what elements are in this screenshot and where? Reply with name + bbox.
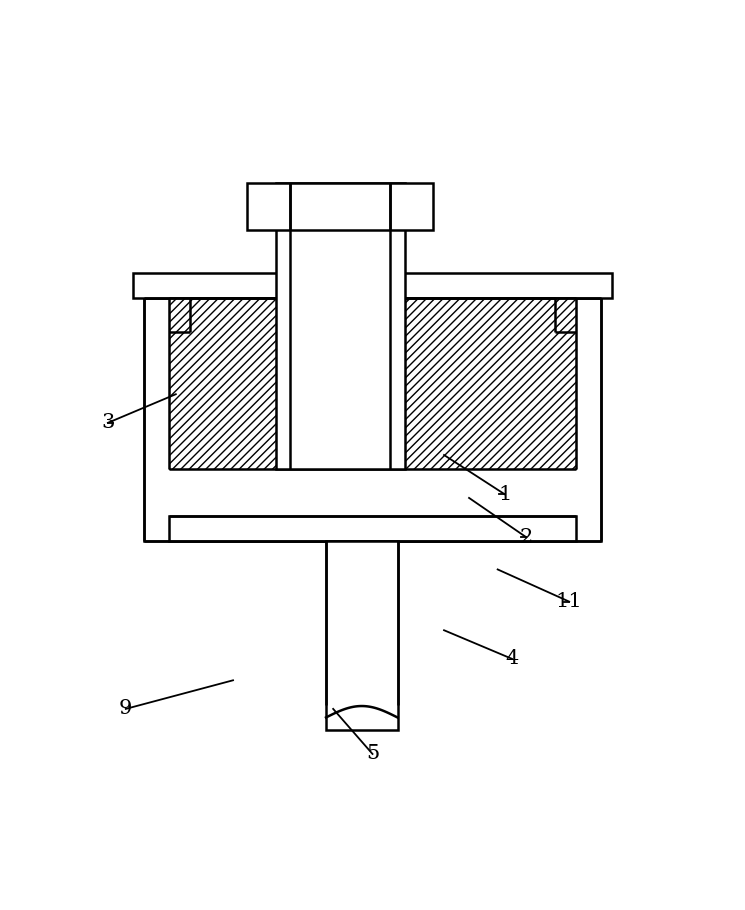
Text: 5: 5	[366, 744, 379, 763]
Text: 11: 11	[556, 592, 583, 612]
Bar	[133, 273, 612, 298]
Text: 2: 2	[520, 528, 533, 547]
Text: 9: 9	[119, 700, 133, 718]
Bar	[276, 298, 405, 470]
Bar	[405, 298, 577, 470]
Text: 1: 1	[498, 485, 512, 504]
Bar	[276, 183, 405, 470]
Bar	[168, 298, 276, 470]
Text: 4: 4	[505, 650, 519, 668]
Bar	[326, 541, 398, 731]
Bar	[144, 298, 601, 541]
Bar	[247, 183, 434, 229]
Text: 3: 3	[101, 413, 115, 432]
Bar	[168, 516, 577, 541]
